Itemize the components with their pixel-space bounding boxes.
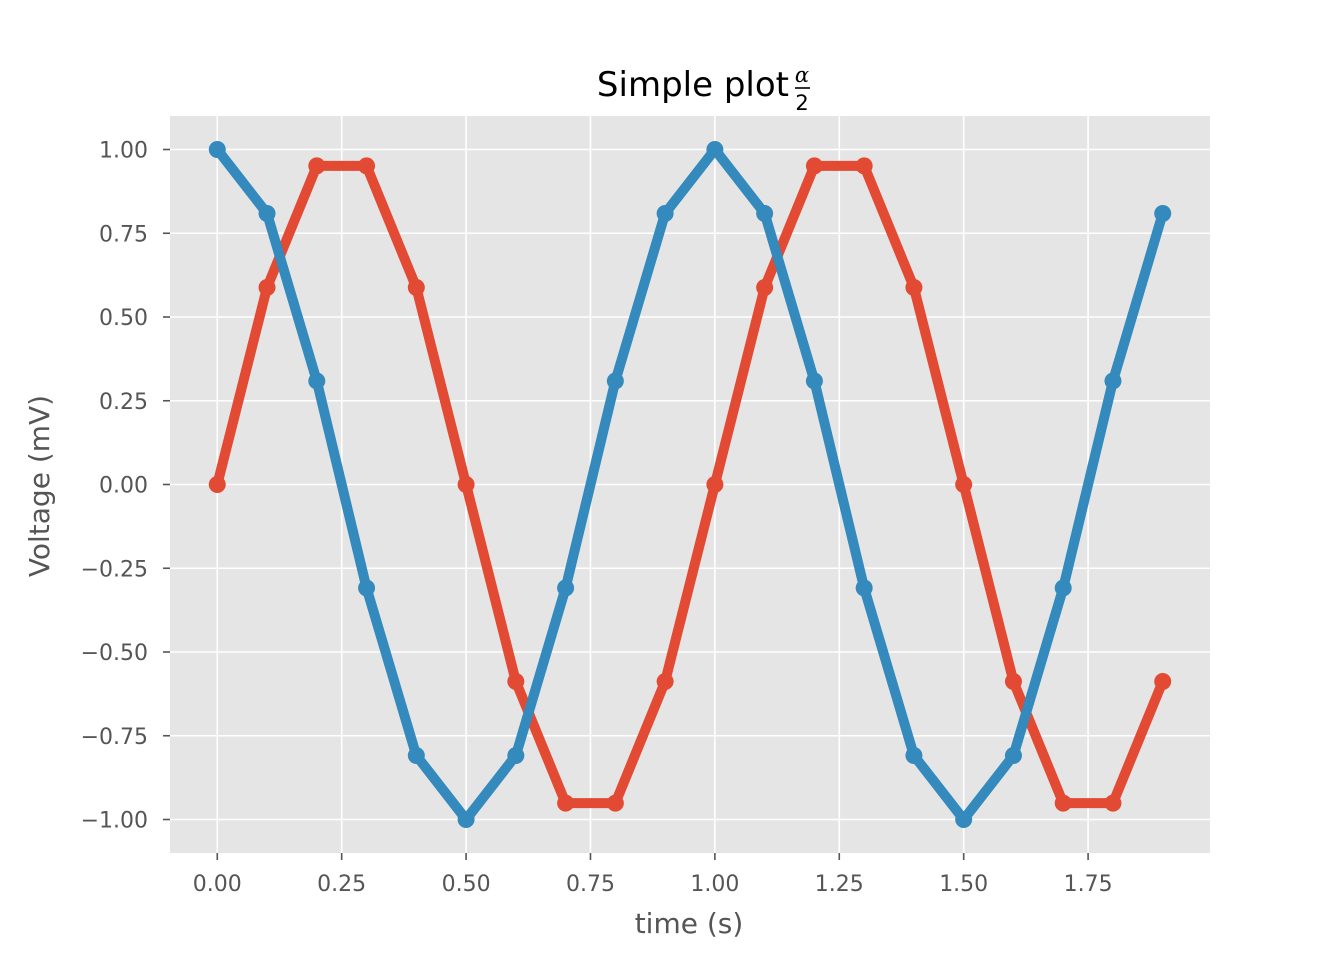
data-point: [1154, 204, 1172, 222]
series-line: [212, 144, 1168, 825]
x-tick-label: 0.75: [566, 872, 615, 897]
data-point: [855, 157, 873, 175]
chart-title-text: Simple plot: [597, 65, 789, 105]
x-tick-label: 1.50: [939, 872, 988, 897]
data-point: [358, 157, 376, 175]
data-point: [507, 672, 525, 690]
data-point: [358, 579, 376, 597]
title-fraction-numerator: α: [795, 63, 809, 87]
data-point: [208, 476, 226, 493]
x-tick-label: 0.25: [317, 872, 366, 897]
y-axis-label: Voltage (mV): [23, 395, 56, 577]
data-point: [1004, 747, 1022, 765]
data-point: [258, 279, 276, 297]
y-tick-label: 1.00: [99, 139, 148, 164]
data-point: [457, 476, 475, 493]
series-layer: [208, 141, 1172, 828]
data-point: [656, 672, 674, 690]
data-point: [507, 747, 525, 765]
data-point: [905, 747, 923, 765]
data-point: [606, 372, 624, 390]
data-point: [1004, 672, 1022, 690]
y-tick-label: −0.50: [81, 641, 148, 666]
data-point: [656, 204, 674, 222]
data-point: [1104, 372, 1122, 390]
data-point: [258, 204, 276, 222]
series-1: [208, 157, 1172, 812]
data-point: [1054, 794, 1072, 812]
data-point: [955, 811, 973, 828]
data-point: [1154, 672, 1172, 690]
data-point: [1054, 579, 1072, 597]
data-point: [308, 157, 326, 175]
data-point: [905, 279, 923, 297]
data-point: [1104, 794, 1122, 812]
data-point: [208, 141, 226, 158]
data-point: [706, 476, 724, 493]
data-point: [457, 811, 475, 828]
x-tick-label: 0.00: [193, 872, 242, 897]
x-tick-label: 1.00: [690, 872, 739, 897]
data-point: [557, 579, 575, 597]
data-point: [407, 747, 425, 765]
tick-marks: [163, 148, 1089, 860]
data-point: [557, 794, 575, 812]
x-tick-label: 1.25: [815, 872, 864, 897]
y-tick-label: 0.00: [99, 474, 148, 499]
series-2: [208, 141, 1172, 828]
x-tick-label: 1.75: [1064, 872, 1113, 897]
data-point: [407, 279, 425, 297]
x-axis-label: time (s): [635, 907, 744, 940]
data-point: [855, 579, 873, 597]
data-point: [706, 141, 724, 158]
y-tick-label: −1.00: [81, 809, 148, 834]
title-fraction-denominator: 2: [795, 91, 808, 115]
chart-title: Simple plot α 2: [597, 63, 810, 115]
data-point: [606, 794, 624, 812]
data-point: [756, 204, 774, 222]
y-tick-label: 0.25: [99, 390, 148, 415]
data-point: [308, 372, 326, 390]
data-point: [805, 157, 823, 175]
y-tick-label: 0.50: [99, 306, 148, 331]
y-tick-label: 0.75: [99, 222, 148, 247]
x-tick-label: 0.50: [442, 872, 491, 897]
y-tick-label: −0.75: [81, 725, 148, 750]
data-point: [955, 476, 973, 493]
data-point: [805, 372, 823, 390]
series-line: [212, 160, 1168, 809]
tick-labels: 0.00 0.25 0.50 0.75 1.00 1.25 1.50 1.75 1.00 0.75…: [81, 139, 1113, 898]
y-tick-label: −0.25: [81, 557, 148, 582]
data-point: [756, 279, 774, 297]
